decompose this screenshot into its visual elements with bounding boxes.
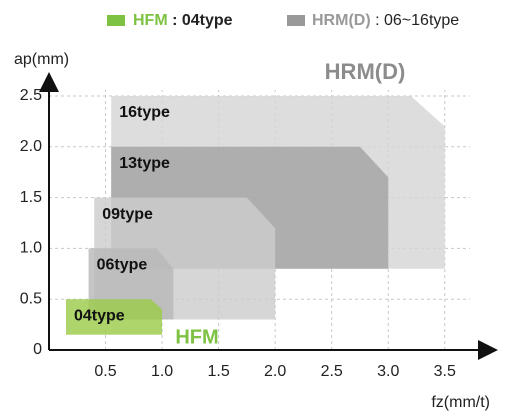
- x-tick-label: 1.0: [151, 363, 173, 380]
- annotation: HFM: [175, 326, 218, 348]
- legend-entry: HRM(D) : 06~16type: [312, 12, 459, 29]
- region-label: 09type: [102, 206, 153, 223]
- x-axis-label: fz(mm/t): [431, 394, 490, 411]
- region: [65, 299, 163, 335]
- x-tick-label: 1.5: [207, 363, 229, 380]
- legend-entry: HFM : 04type: [133, 12, 233, 29]
- region-label: 13type: [119, 155, 170, 172]
- x-tick-label: 2.0: [264, 363, 286, 380]
- annotation: HRM(D): [325, 59, 406, 84]
- x-tick-label: 0.5: [94, 363, 116, 380]
- y-tick-label: 2.0: [20, 138, 42, 155]
- y-axis-label: ap(mm): [14, 51, 69, 68]
- legend-text: : 04type: [172, 12, 233, 29]
- y-tick-label: 1.0: [20, 240, 42, 257]
- y-tick-label: 2.5: [20, 87, 42, 104]
- region-label: 04type: [74, 307, 125, 324]
- legend-swatch: [107, 15, 125, 26]
- x-tick-label: 3.5: [434, 363, 456, 380]
- legend-name: HFM: [133, 12, 168, 29]
- region-label: 16type: [119, 104, 170, 121]
- y-tick-label: 0.5: [20, 290, 42, 307]
- legend-text: : 06~16type: [375, 12, 459, 29]
- x-tick-label: 2.5: [321, 363, 343, 380]
- y-tick-label: 1.5: [20, 189, 42, 206]
- legend-swatch: [287, 15, 305, 26]
- x-tick-label: 3.0: [377, 363, 399, 380]
- y-tick-label: 0: [33, 341, 42, 358]
- legend-name: HRM(D): [312, 12, 371, 29]
- region-label: 06type: [97, 257, 148, 274]
